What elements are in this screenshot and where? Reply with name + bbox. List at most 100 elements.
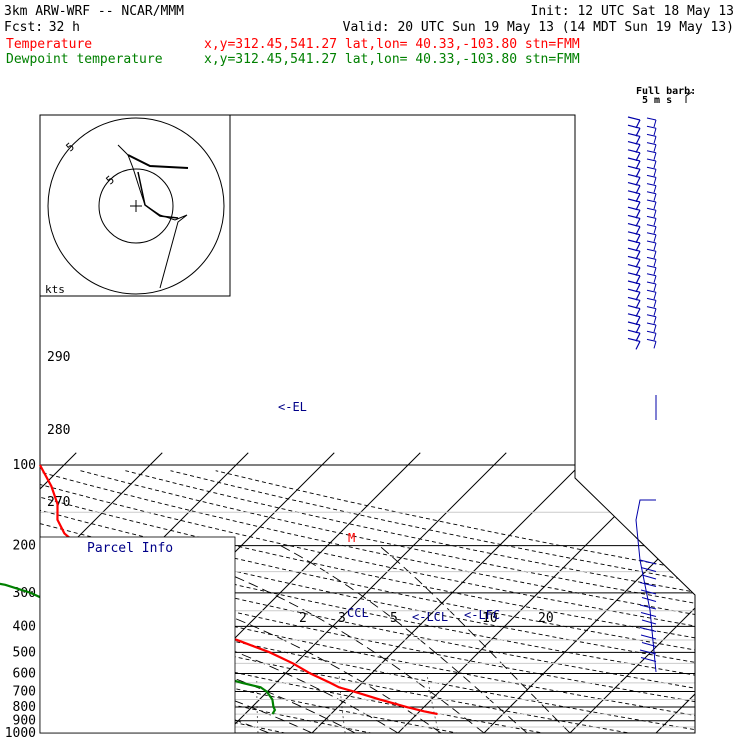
- barb-flag-23: [627, 305, 641, 310]
- barb-flag-16: [627, 247, 641, 252]
- barb-header-line2: 5 m s: [642, 95, 672, 106]
- barb-flag-10: [627, 198, 641, 203]
- moist-adiabat-15: [40, 545, 356, 733]
- barb-flag-b-23: [646, 306, 657, 310]
- barb-lower-4: [640, 589, 657, 595]
- wind-barbs: [627, 116, 657, 673]
- pressure-label-600: 600: [13, 667, 36, 682]
- barb-shaft-b-10: [653, 201, 657, 210]
- barb-shaft-18: [635, 267, 641, 276]
- dewpoint-legend: Dewpoint temperature: [6, 52, 163, 67]
- mixing-ratio-20: 20: [538, 611, 554, 626]
- barb-flag-4: [627, 149, 641, 154]
- barb-flag-b-4: [646, 150, 657, 154]
- barb-shaft-1: [635, 127, 641, 137]
- dry-adiabat-400: [40, 470, 695, 733]
- barb-flag-13: [627, 223, 641, 228]
- pressure-label-800: 800: [13, 700, 36, 715]
- barb-shaft-b-0: [653, 119, 657, 128]
- barb-flag-5: [627, 157, 641, 162]
- barb-flag-b-0: [646, 117, 657, 121]
- barb-shaft-27: [635, 341, 641, 350]
- barb-flag-15: [627, 239, 641, 244]
- model-title: 3km ARW-WRF -- NCAR/MMM: [4, 4, 184, 19]
- barb-lower-2: [641, 574, 657, 580]
- barb-shaft-b-1: [653, 128, 657, 136]
- barb-shaft-b-12: [653, 218, 657, 226]
- barb-flag-b-1: [646, 125, 657, 129]
- barb-flag-1: [627, 124, 641, 129]
- barb-flag-8: [627, 182, 641, 187]
- barb-flag-25: [627, 321, 641, 326]
- barb-shaft-5: [635, 160, 641, 170]
- wind-barb-panel: Full barb: 5 m s: [627, 86, 696, 673]
- pressure-label-900: 900: [13, 714, 36, 729]
- barb-flag-11: [627, 206, 641, 211]
- barb-flag-b-21: [646, 289, 657, 293]
- lcl-marker: <-LCL: [412, 610, 448, 624]
- barb-shaft-22: [635, 300, 641, 309]
- hodograph-shear-vector: [137, 171, 179, 219]
- barb-lower-13: [640, 657, 657, 662]
- barb-shaft-23: [635, 308, 641, 317]
- ccl-marker: CCL: [347, 606, 369, 620]
- barb-flag-3: [627, 141, 641, 146]
- parcel-info-title: Parcel Info: [87, 541, 173, 556]
- barb-flag-17: [627, 255, 641, 260]
- barb-shaft-0: [635, 119, 641, 129]
- dry-adiabat-300: [40, 470, 488, 733]
- hodograph: 5 5 kts: [39, 114, 231, 297]
- barb-shaft-19: [635, 275, 641, 285]
- barb-lower-0: [639, 559, 657, 565]
- temperature-location: x,y=312.45,541.27 lat,lon= 40.33,-103.80…: [204, 37, 580, 52]
- barb-flag-b-19: [646, 273, 657, 277]
- lfc-marker: <-LFC: [464, 608, 500, 622]
- barb-flag-b-6: [646, 166, 657, 170]
- barb-flag-6: [627, 165, 641, 170]
- barb-flag-b-10: [646, 199, 657, 203]
- barb-flag-7: [627, 173, 641, 178]
- barb-shaft-26: [635, 332, 641, 342]
- barb-flag-b-22: [646, 297, 657, 301]
- dry-adiabat-310: [40, 470, 575, 733]
- barb-shaft-b-9: [653, 193, 657, 201]
- barb-shaft-b-20: [653, 283, 657, 292]
- dry-adiabat-370: [40, 470, 695, 733]
- dewpoint-location: x,y=312.45,541.27 lat,lon= 40.33,-103.80…: [204, 52, 580, 67]
- barb-flag-14: [627, 231, 641, 236]
- barb-flag-24: [627, 313, 641, 318]
- barb-flag-20: [627, 280, 641, 285]
- barb-shaft-3: [635, 144, 641, 153]
- isotherm-30: [477, 452, 695, 733]
- barb-lower-12: [639, 649, 657, 655]
- barb-shaft-12: [635, 218, 641, 227]
- barb-lower-9: [639, 627, 657, 632]
- barb-shaft-b-22: [653, 300, 657, 308]
- barb-flag-b-18: [646, 265, 657, 269]
- barb-flag-0: [627, 116, 641, 121]
- dry-adiabat-440: [125, 470, 695, 733]
- el-marker: <-EL: [278, 400, 307, 414]
- barb-flag-b-16: [646, 248, 657, 252]
- barb-shaft-b-16: [653, 251, 657, 259]
- isotherm-0: [219, 452, 507, 733]
- dry-adiabat-330: [40, 470, 695, 733]
- barb-flag-18: [627, 264, 641, 269]
- barb-shaft-8: [635, 185, 641, 194]
- barb-flag-b-8: [646, 183, 657, 187]
- barb-flag-b-14: [646, 232, 657, 236]
- mixing-ratio-10: 10: [482, 611, 498, 626]
- hodograph-ring-inner: [98, 168, 174, 244]
- m-marker: M: [348, 531, 355, 545]
- theta-label-270: 270: [47, 495, 70, 510]
- barb-flag-b-5: [646, 158, 657, 162]
- init-time: Init: 12 UTC Sat 18 May 13: [531, 4, 735, 19]
- barb-flag-19: [627, 272, 641, 277]
- pressure-label-100: 100: [13, 458, 36, 473]
- pressure-label-700: 700: [13, 684, 36, 699]
- barb-shaft-9: [635, 193, 641, 203]
- barb-flag-b-17: [646, 256, 657, 260]
- hodograph-unit: kts: [45, 283, 65, 296]
